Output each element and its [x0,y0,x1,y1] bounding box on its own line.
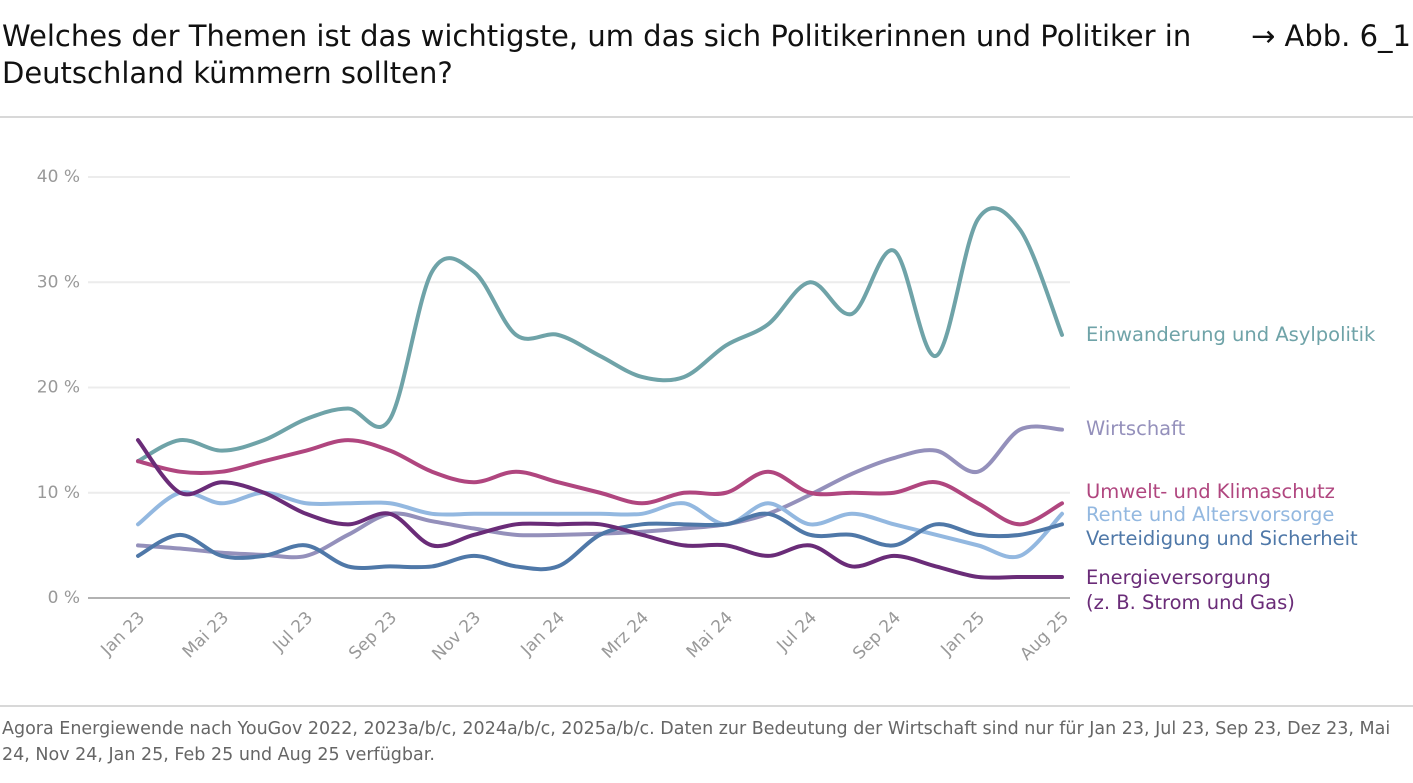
series-label: Wirtschaft [1086,417,1186,440]
x-tick-label: Mai 24 [683,608,737,662]
chart-title: Welches der Themen ist das wichtigste, u… [2,19,1192,90]
series-line [136,206,1064,464]
source-note: Agora Energiewende nach YouGov 2022, 202… [2,719,1391,765]
x-tick-label: Jan 23 [97,608,150,661]
x-tick-label: Nov 23 [428,608,485,665]
series-label: Umwelt- und Klimaschutz [1086,480,1335,503]
series-line [136,438,1064,580]
x-tick-label: Jul 23 [269,608,317,656]
x-tick-label: Mai 23 [179,608,233,662]
x-tick-label: Mrz 24 [598,608,653,663]
series-label: Rente und Altersvorsorge [1086,503,1335,526]
x-tick-label: Jan 25 [937,608,990,661]
figure-reference: → Abb. 6_1 [1250,19,1411,53]
x-tick-label: Jan 24 [517,608,570,661]
series-label: Energieversorgung (z. B. Strom und Gas) [1086,566,1295,614]
x-tick-label: Aug 25 [1016,608,1073,665]
series-line [136,438,1064,527]
y-tick-label: 10 % [37,483,80,503]
x-tick-label: Sep 23 [345,608,401,664]
y-tick-label: 30 % [37,272,80,292]
series-label: Verteidigung und Sicherheit [1086,527,1358,550]
series-line [136,490,1064,560]
y-tick-label: 40 % [37,167,80,187]
series-line [136,511,1064,572]
y-tick-label: 20 % [37,378,80,398]
x-tick-label: Sep 24 [849,608,905,664]
y-tick-label: 0 % [48,588,80,608]
x-tick-label: Jul 24 [773,608,821,656]
series-label: Einwanderung und Asylpolitik [1086,323,1376,346]
